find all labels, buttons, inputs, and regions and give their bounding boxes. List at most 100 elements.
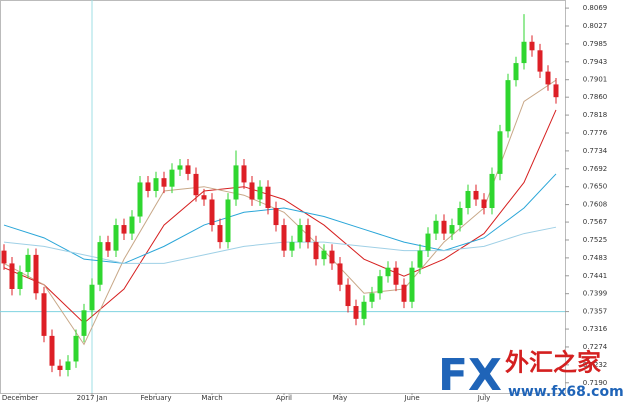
- x-tick-label: July: [477, 394, 491, 402]
- candle-body: [25, 254, 31, 272]
- candle-body: [257, 186, 263, 200]
- candle-body: [169, 169, 175, 187]
- candle-body: [161, 178, 167, 187]
- x-tick-label: February: [140, 394, 171, 402]
- x-tick-label: 2017 Jan: [77, 394, 108, 402]
- candle-body: [273, 208, 279, 226]
- y-tick-label: 0.7818: [583, 111, 608, 119]
- y-tick-label: 0.7692: [583, 165, 608, 173]
- candle-body: [129, 216, 135, 234]
- candle-body: [73, 335, 79, 362]
- candle-body: [377, 276, 383, 294]
- candle-body: [521, 41, 527, 64]
- candle-body: [529, 41, 535, 51]
- y-tick-label: 0.7901: [583, 76, 608, 84]
- candle-body: [41, 293, 47, 336]
- candle-body: [233, 165, 239, 200]
- y-tick-label: 0.8027: [583, 22, 608, 30]
- candle-body: [417, 250, 423, 268]
- candle-body: [9, 263, 15, 289]
- candle-body: [345, 284, 351, 307]
- moving-average-line: [3, 226, 557, 264]
- candle-body: [537, 50, 543, 72]
- candle-body: [513, 63, 519, 81]
- candle-body: [209, 199, 215, 226]
- candle-body: [137, 182, 143, 217]
- candle-body: [313, 242, 319, 260]
- candle-body: [545, 71, 551, 85]
- candle-body: [297, 225, 303, 243]
- candle-body: [329, 250, 335, 264]
- y-tick-label: 0.7399: [583, 290, 608, 298]
- candle-body: [121, 225, 127, 234]
- x-tick-label: April: [276, 394, 292, 402]
- candle-body: [225, 199, 231, 243]
- moving-average-line: [3, 173, 557, 264]
- y-tick-label: 0.7608: [583, 201, 608, 209]
- watermark-logo: FX: [438, 350, 502, 401]
- watermark: FX 外汇之家 www.fx68.com: [438, 348, 624, 401]
- candle-body: [145, 182, 151, 191]
- candle-body: [249, 182, 255, 200]
- candle-body: [281, 225, 287, 251]
- candle-body: [81, 310, 87, 336]
- y-tick-label: 0.8069: [583, 4, 608, 12]
- candle-body: [217, 225, 223, 243]
- candle-body: [289, 242, 295, 251]
- y-tick-label: 0.7190: [583, 379, 608, 387]
- candle-body: [113, 225, 119, 251]
- y-tick-label: 0.7232: [583, 361, 608, 369]
- y-tick-label: 0.7567: [583, 218, 608, 226]
- candle-body: [57, 365, 63, 370]
- x-tick-label: March: [201, 394, 222, 402]
- moving-average-line: [3, 109, 557, 324]
- x-tick-label: June: [403, 394, 419, 402]
- candle-body: [425, 233, 431, 251]
- watermark-url: www.fx68.com: [508, 384, 624, 400]
- y-tick-label: 0.7274: [583, 343, 608, 351]
- candle-body: [449, 225, 455, 234]
- candle-body: [433, 220, 439, 234]
- candle-body: [393, 267, 399, 285]
- plot-border: [0, 0, 566, 394]
- candle-body: [17, 271, 23, 289]
- y-tick-label: 0.7525: [583, 236, 608, 244]
- watermark-name: 外汇之家: [505, 348, 601, 376]
- candle-body: [465, 190, 471, 209]
- y-tick-label: 0.7734: [583, 147, 608, 155]
- candle-body: [1, 250, 7, 264]
- candle-body: [321, 250, 327, 260]
- y-tick-label: 0.7483: [583, 254, 608, 262]
- candle-body: [153, 178, 159, 191]
- candle-body: [33, 254, 39, 294]
- candle-body: [505, 80, 511, 132]
- y-tick-label: 0.7650: [583, 183, 608, 191]
- candle-body: [49, 335, 55, 366]
- candle-body: [97, 242, 103, 285]
- y-tick-label: 0.7985: [583, 40, 608, 48]
- candle-body: [457, 208, 463, 226]
- candle-body: [177, 165, 183, 170]
- candle-body: [185, 165, 191, 174]
- candle-body: [409, 267, 415, 302]
- candle-body: [553, 84, 559, 98]
- candle-body: [473, 190, 479, 200]
- candle-body: [241, 165, 247, 183]
- candle-body: [89, 284, 95, 311]
- candle-body: [353, 306, 359, 319]
- candle-body: [337, 263, 343, 285]
- x-tick-label: December: [2, 394, 38, 402]
- candle-body: [401, 284, 407, 302]
- y-tick-label: 0.7860: [583, 93, 608, 101]
- candle-body: [369, 293, 375, 302]
- candle-body: [497, 131, 503, 174]
- candle-body: [361, 301, 367, 319]
- candle-body: [105, 242, 111, 251]
- y-tick-label: 0.7943: [583, 58, 608, 66]
- y-tick-label: 0.7776: [583, 129, 608, 137]
- candle-body: [265, 186, 271, 209]
- candle-body: [489, 173, 495, 209]
- y-tick-label: 0.7441: [583, 272, 608, 280]
